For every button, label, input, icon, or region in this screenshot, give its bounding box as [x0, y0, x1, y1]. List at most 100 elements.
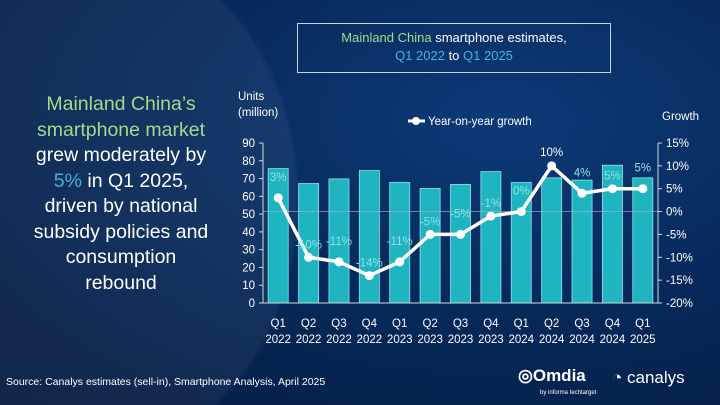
headline-line: driven by national [44, 195, 198, 217]
right-tick-label: -10% [666, 252, 693, 264]
growth-point [547, 161, 557, 171]
left-tick-label: 40 [242, 227, 255, 239]
growth-point [607, 184, 617, 194]
right-tick-label: -5% [666, 229, 686, 241]
left-tick-label: 80 [242, 156, 255, 168]
x-tick-year: 2024 [600, 334, 626, 346]
headline-line: grew moderately by [35, 144, 207, 166]
right-tick-label: 0% [666, 207, 683, 219]
right-tick-label: -20% [666, 298, 693, 310]
left-tick-label: 60 [242, 191, 255, 203]
growth-data-label: 10% [540, 147, 563, 159]
x-tick-year: 2023 [387, 334, 413, 346]
growth-point [273, 193, 283, 203]
growth-point [425, 229, 435, 239]
x-tick-year: 2022 [296, 334, 322, 346]
headline-line: rebound [85, 271, 157, 294]
left-tick-label: 20 [242, 262, 255, 274]
x-tick-year: 2023 [417, 334, 443, 346]
left-tick-label: 10 [242, 280, 255, 292]
x-tick-quarter: Q3 [331, 318, 346, 330]
left-tick-label: 30 [242, 245, 255, 257]
growth-data-label: -5% [450, 208, 470, 220]
bar [480, 171, 502, 304]
growth-data-label: -14% [356, 258, 383, 270]
headline-growth: 5% [53, 169, 82, 192]
x-tick-quarter: Q1 [514, 318, 529, 330]
x-tick-year: 2024 [569, 334, 595, 346]
growth-data-label: -5% [420, 216, 440, 228]
growth-point [395, 257, 405, 267]
growth-point [364, 271, 374, 281]
x-tick-year: 2023 [448, 334, 474, 346]
canalys-icon: ◔ [612, 368, 623, 387]
x-tick-quarter: Q4 [362, 318, 378, 330]
x-tick-quarter: Q4 [483, 318, 499, 330]
growth-data-label: -11% [326, 236, 352, 248]
x-tick-year: 2022 [326, 334, 352, 346]
growth-point [334, 257, 344, 267]
bar [419, 188, 441, 304]
bar [450, 184, 471, 304]
x-tick-year: 2022 [357, 334, 383, 346]
headline-line: subsidy policies and [33, 220, 209, 243]
left-tick-label: 90 [242, 138, 255, 150]
x-tick-year: 2023 [478, 334, 504, 346]
x-tick-quarter: Q1 [635, 318, 650, 330]
legend-label: Year-on-year growth [428, 116, 532, 128]
left-tick-label: 70 [242, 174, 255, 186]
x-tick-quarter: Q2 [544, 318, 559, 330]
title-text: smartphone estimates, [431, 30, 567, 45]
x-tick-quarter: Q1 [392, 318, 407, 330]
x-tick-quarter: Q4 [605, 318, 621, 330]
title-to: to [444, 48, 464, 63]
growth-data-label: 5% [634, 163, 651, 175]
growth-data-label: 5% [604, 171, 621, 183]
left-axis-label-1: Units [238, 91, 264, 103]
x-tick-year: 2022 [265, 334, 291, 346]
headline-line: smartphone market [37, 118, 205, 141]
title-start: Q1 2022 [395, 48, 445, 63]
bar [571, 179, 593, 304]
bar [358, 170, 380, 304]
bar [632, 177, 654, 304]
bar [267, 168, 289, 304]
right-axis-label: Growth [662, 111, 699, 123]
x-tick-year: 2024 [539, 334, 565, 346]
title-end: Q1 2025 [463, 48, 513, 63]
omdia-icon: ◎ [518, 366, 533, 385]
growth-point [577, 188, 587, 198]
chart: Units (million) Growth Year-on-year grow… [238, 91, 699, 346]
x-tick-quarter: Q3 [574, 318, 589, 330]
omdia-logo: ◎Omdia [518, 366, 586, 386]
x-tick-quarter: Q3 [453, 318, 468, 330]
right-tick-label: 15% [666, 138, 689, 150]
x-tick-quarter: Q1 [271, 318, 286, 330]
right-tick-label: 10% [666, 161, 689, 173]
x-tick-year: 2024 [508, 334, 534, 346]
growth-data-label: 0% [513, 186, 530, 198]
x-tick-year: 2025 [630, 334, 656, 346]
growth-point [486, 211, 496, 221]
canalys-logo: ◔ canalys [612, 368, 685, 388]
growth-data-label: -10% [295, 239, 322, 251]
headline-line: Mainland China’s [46, 93, 196, 115]
omdia-sub: by informa techtarget [540, 390, 597, 396]
growth-data-label: 3% [270, 172, 287, 184]
right-tick-label: 5% [666, 184, 683, 196]
left-tick-label: 50 [242, 209, 255, 221]
omdia-logo-text: Omdia [532, 366, 586, 385]
chart-title-box: Mainland China smartphone estimates, Q1 … [297, 23, 611, 73]
x-tick-quarter: Q2 [301, 318, 316, 330]
left-tick-label: 0 [249, 298, 255, 310]
right-tick-label: -15% [666, 275, 693, 287]
growth-data-label: 4% [574, 167, 591, 179]
growth-point [304, 252, 314, 262]
headline: Mainland China’s smartphone market grew … [10, 92, 232, 296]
legend: Year-on-year growth [408, 116, 532, 128]
canalys-logo-text: canalys [627, 368, 685, 387]
legend-marker [412, 117, 420, 125]
growth-data-label: -1% [481, 198, 501, 210]
growth-point [456, 229, 465, 239]
headline-line: consumption [65, 246, 177, 268]
